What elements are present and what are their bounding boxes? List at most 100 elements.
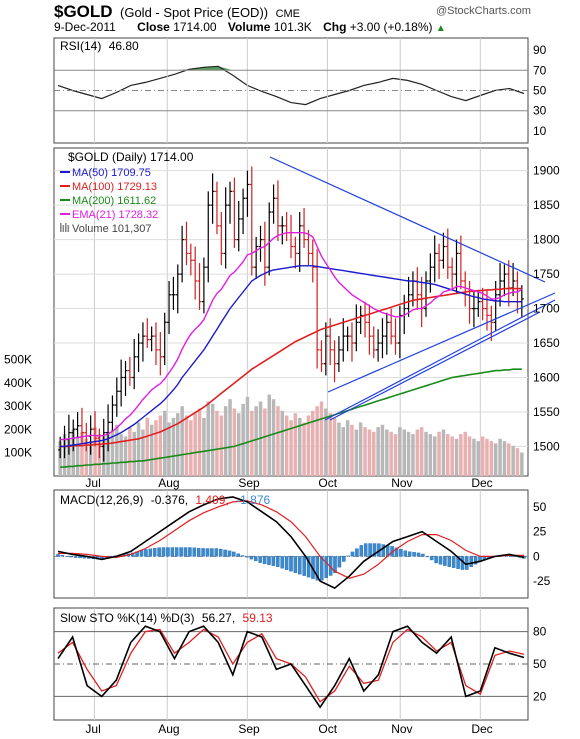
- price-x-tick-label: Nov: [391, 476, 412, 490]
- macd-histogram-bar: [407, 551, 412, 557]
- legend-swatch: [60, 223, 62, 232]
- price-bar: [424, 271, 429, 317]
- macd-histogram-bar: [232, 551, 236, 557]
- volume-bar: [128, 427, 132, 476]
- price-bar: [345, 326, 350, 352]
- macd-histogram-bar: [73, 556, 78, 558]
- volume-bar: [67, 438, 71, 476]
- volume-bar: [197, 408, 202, 476]
- price-bar: [79, 407, 84, 445]
- price-y-tick-label: 1500: [533, 439, 560, 453]
- volume-bar: [402, 429, 406, 476]
- macd-histogram-bar: [56, 554, 60, 557]
- price-bar: [445, 228, 450, 279]
- volume-bar: [193, 413, 197, 476]
- macd-histogram-bar: [227, 550, 232, 557]
- price-bar: [127, 356, 132, 386]
- macd-histogram-bar: [139, 550, 144, 557]
- volume-bar: [406, 431, 411, 476]
- macd-histogram-bar: [157, 547, 161, 557]
- price-y-tick-label: 1600: [533, 370, 560, 384]
- rsi-panel: 90 70 50 30 10 RSI(14) 46.80: [53, 37, 547, 144]
- stochastic-legend: Slow STO %K(14) %D(3) 56.27, 59.13: [60, 611, 273, 625]
- volume-bar: [511, 445, 515, 477]
- macd-legend-hist: -1.876: [236, 493, 270, 507]
- volume-y-tick-label: 400K: [4, 376, 32, 390]
- price-y-tick-label: 1900: [533, 164, 560, 178]
- price-bar: [171, 276, 176, 310]
- quote-line: 9-Dec-2011 Close 1714.00 Volume 101.3K C…: [54, 20, 446, 34]
- price-bar: [193, 246, 198, 300]
- price-bar: [297, 212, 302, 273]
- volume-bar: [489, 441, 494, 476]
- price-bar: [245, 170, 250, 217]
- price-bar: [149, 326, 154, 352]
- price-bar: [389, 308, 394, 345]
- volume-bar: [411, 434, 415, 476]
- volume-bar: [324, 408, 328, 476]
- macd-histogram-bar: [456, 556, 460, 569]
- volume-bar: [119, 434, 123, 476]
- volume-bar: [311, 410, 315, 476]
- volume-bar: [149, 424, 154, 476]
- macd-histogram-bar: [258, 556, 262, 563]
- price-bar: [506, 260, 511, 307]
- volume-bar: [332, 417, 337, 476]
- macd-histogram-bar: [69, 556, 73, 558]
- macd-histogram-bar: [465, 556, 469, 570]
- macd-histogram-bar: [421, 553, 425, 557]
- volume-bar: [245, 396, 250, 476]
- price-bar: [153, 322, 158, 366]
- legend-swatch: [62, 225, 65, 232]
- legend-swatch: [65, 223, 67, 232]
- macd-histogram-bar: [337, 556, 342, 568]
- price-bar: [93, 411, 98, 447]
- price-bar: [406, 276, 411, 317]
- watermark: @StockCharts.com: [436, 5, 531, 17]
- volume-bar: [306, 415, 311, 476]
- macd-histogram-bar: [306, 556, 311, 578]
- trendline-lower-2: [324, 299, 556, 421]
- price-bar: [358, 305, 363, 335]
- price-bar: [254, 236, 259, 279]
- macd-histogram-bar: [249, 556, 254, 560]
- volume-bar: [507, 443, 511, 476]
- macd-histogram-bar: [355, 548, 359, 557]
- macd-histogram-bar: [188, 547, 192, 557]
- volume-bar: [415, 429, 420, 476]
- legend-entry: MA(50) 1709.75: [72, 167, 151, 179]
- macd-histogram-bar: [183, 547, 188, 557]
- macd-histogram-bar: [394, 547, 399, 557]
- volume-bar: [158, 415, 163, 476]
- volume-bar: [419, 427, 424, 476]
- bottom-x-tick-label: Sep: [238, 722, 260, 736]
- macd-histogram-bar: [223, 549, 227, 557]
- macd-histogram-bar: [399, 549, 403, 557]
- volume-y-tick-label: 200K: [4, 422, 32, 436]
- price-bar: [319, 340, 324, 372]
- price-bar: [188, 243, 193, 276]
- macd-histogram-bar: [166, 547, 170, 557]
- rsi-y-tick-label: 70: [533, 63, 547, 77]
- volume-bar: [428, 434, 433, 476]
- price-bar: [476, 292, 481, 317]
- price-x-tick-label: Dec: [471, 476, 492, 490]
- macd-histogram-bar: [473, 556, 478, 565]
- macd-y-tick-label: 25: [533, 525, 547, 539]
- price-bar: [371, 326, 376, 359]
- price-legend-title: $GOLD (Daily) 1714.00: [68, 150, 194, 164]
- price-bar: [228, 181, 233, 224]
- quote-date: 9-Dec-2011: [54, 20, 116, 34]
- volume-y-tick-label: 500K: [4, 353, 32, 367]
- macd-histogram-bar: [315, 556, 320, 581]
- volume-bar: [202, 417, 206, 476]
- price-bar: [175, 264, 180, 314]
- volume-bar: [223, 406, 228, 476]
- volume-bar: [376, 427, 380, 476]
- macd-histogram-bar: [403, 550, 408, 557]
- symbol: $GOLD: [54, 2, 113, 21]
- macd-histogram-bar: [469, 556, 473, 568]
- price-bar: [75, 411, 80, 438]
- macd-histogram-bar: [267, 556, 271, 565]
- macd-histogram-bar: [372, 543, 377, 557]
